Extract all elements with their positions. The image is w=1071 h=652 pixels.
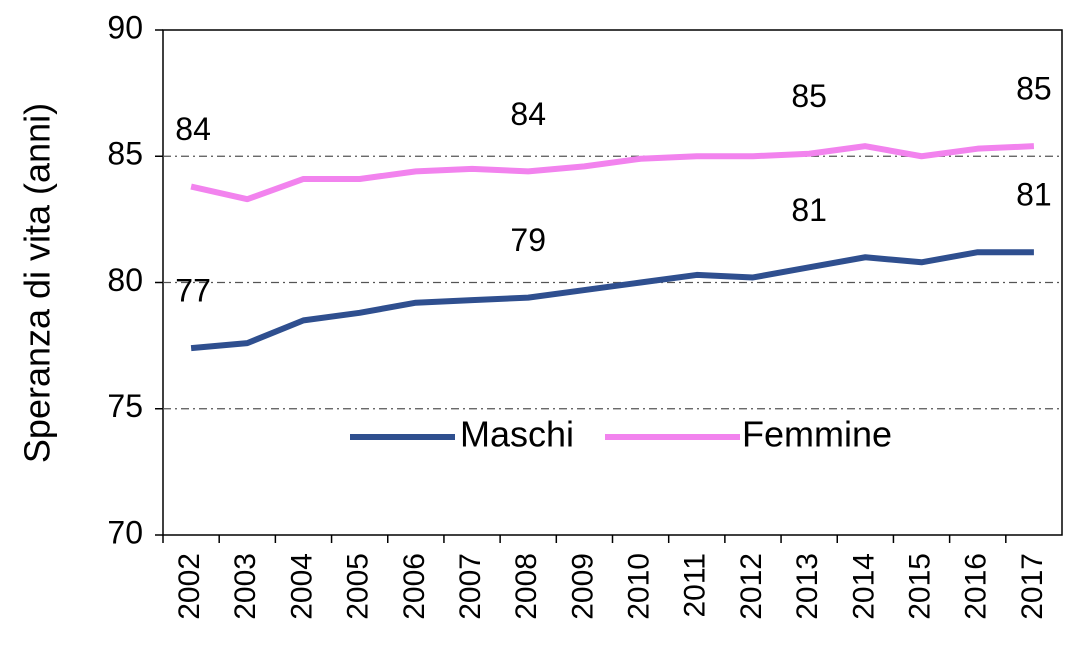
data-label: 77	[175, 273, 211, 309]
x-tick-label: 2007	[454, 553, 487, 620]
legend-label: Femmine	[742, 414, 892, 455]
data-label: 81	[791, 192, 827, 228]
x-tick-label: 2011	[679, 553, 712, 618]
y-tick-label: 90	[107, 9, 143, 45]
series-line	[190, 249, 1034, 352]
x-tick-label: 2010	[623, 553, 656, 620]
series-line	[190, 143, 1035, 203]
plot-border	[162, 29, 1063, 536]
x-tick-label: 2004	[285, 553, 318, 620]
x-tick-label: 2006	[398, 553, 431, 620]
x-tick-label: 2012	[735, 553, 768, 620]
x-tick-label: 2015	[903, 553, 936, 620]
x-tick-label: 2016	[960, 553, 993, 620]
x-tick-label: 2002	[173, 553, 206, 620]
data-label: 84	[175, 111, 211, 147]
x-tick-label: 2003	[229, 553, 262, 620]
x-tick-label: 2013	[791, 553, 824, 620]
data-label: 81	[1016, 177, 1052, 213]
y-tick-label: 75	[107, 388, 143, 424]
y-axis-label: Speranza di vita (anni)	[17, 103, 58, 463]
x-tick-label: 2008	[510, 553, 543, 620]
data-label: 84	[510, 96, 546, 132]
x-tick-label: 2009	[566, 553, 599, 620]
data-label: 85	[1016, 71, 1052, 107]
data-label: 85	[791, 78, 827, 114]
y-tick-label: 85	[107, 136, 143, 172]
x-tick-label: 2017	[1016, 553, 1049, 620]
x-tick-label: 2005	[342, 553, 375, 620]
data-label: 79	[510, 222, 546, 258]
y-tick-label: 70	[107, 514, 143, 550]
legend-label: Maschi	[460, 414, 574, 455]
x-tick-label: 2014	[847, 553, 880, 620]
y-tick-label: 80	[107, 262, 143, 298]
